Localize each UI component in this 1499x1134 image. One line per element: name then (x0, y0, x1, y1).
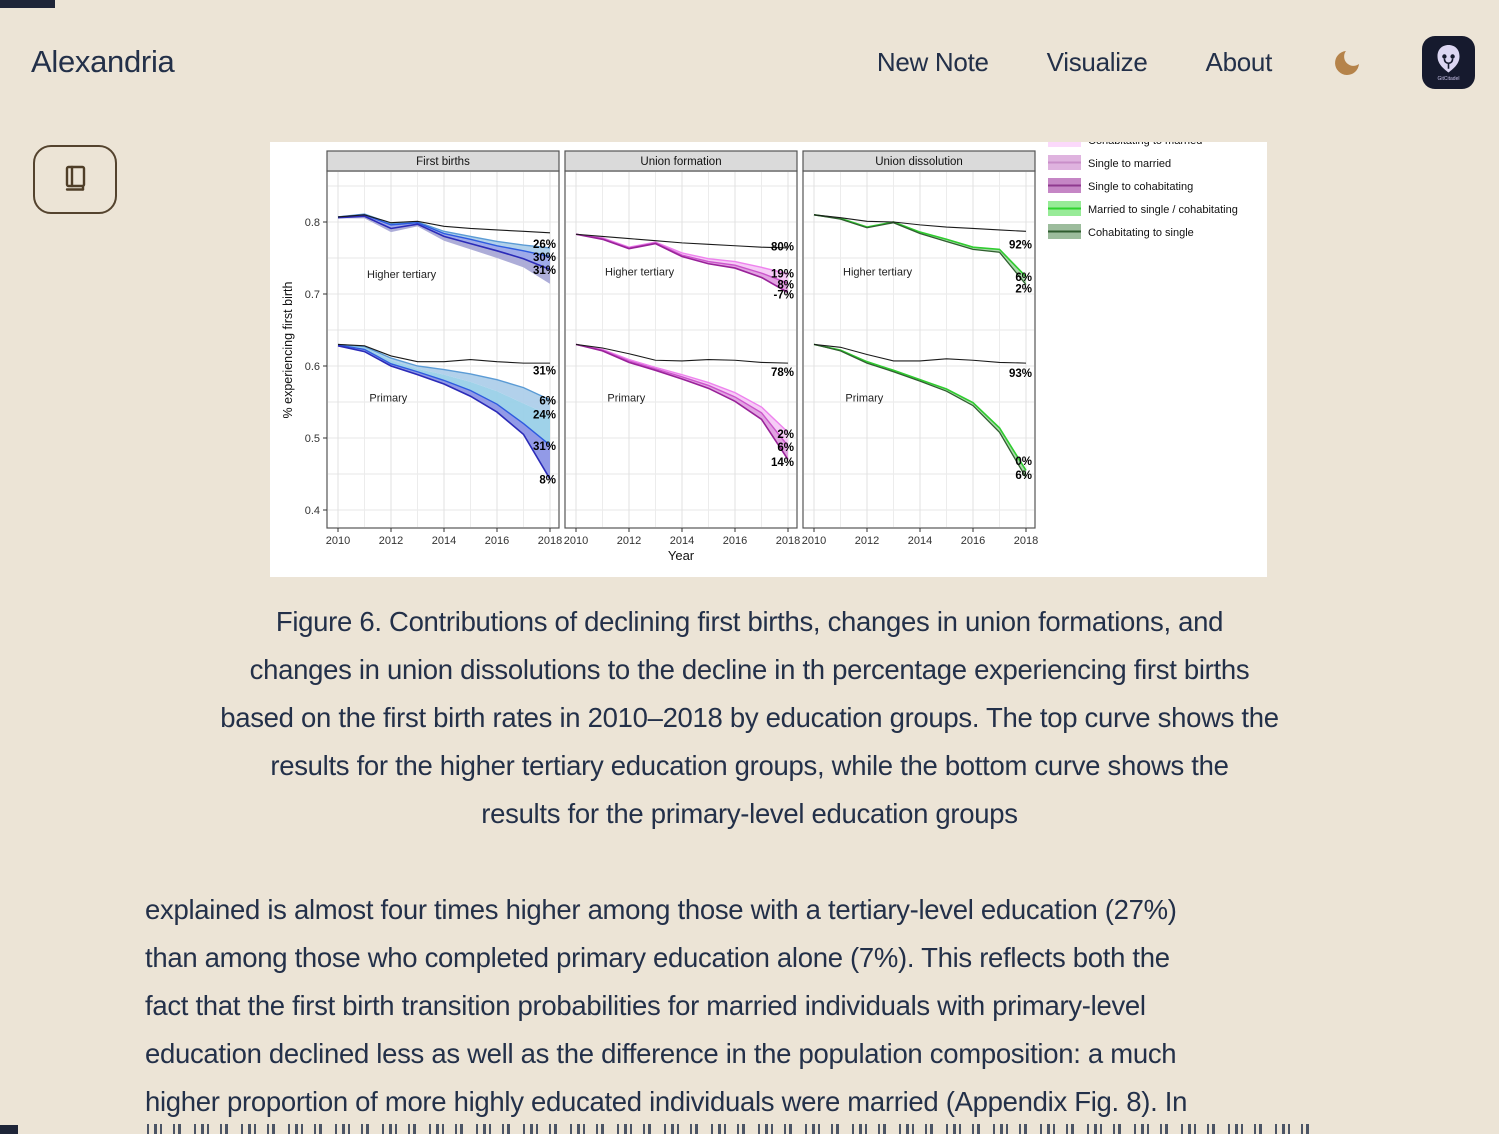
svg-text:2018: 2018 (1014, 535, 1038, 547)
svg-text:Higher tertiary: Higher tertiary (367, 269, 437, 281)
svg-text:19%: 19% (771, 268, 794, 280)
svg-text:80%: 80% (771, 241, 794, 253)
svg-text:Cohabitating to married: Cohabitating to married (1088, 142, 1202, 147)
article-paragraph: explained is almost four times higher am… (145, 886, 1415, 1126)
svg-text:92%: 92% (1009, 240, 1032, 252)
svg-text:Primary: Primary (845, 393, 883, 405)
nav-visualize[interactable]: Visualize (1046, 47, 1148, 77)
svg-text:Primary: Primary (607, 393, 645, 405)
svg-text:8%: 8% (539, 474, 556, 486)
svg-text:Higher tertiary: Higher tertiary (843, 267, 913, 279)
figure-caption: Figure 6. Contributions of declining fir… (0, 598, 1499, 838)
nav-new-note[interactable]: New Note (876, 47, 989, 77)
text-line: based on the first birth rates in 2010–2… (220, 702, 1279, 733)
svg-text:Union formation: Union formation (640, 156, 721, 168)
svg-text:78%: 78% (771, 367, 794, 379)
svg-text:2014: 2014 (432, 535, 456, 547)
svg-text:GitCitadel: GitCitadel (1438, 76, 1460, 82)
svg-text:Single to married: Single to married (1088, 158, 1171, 170)
svg-text:Primary: Primary (369, 393, 407, 405)
svg-text:2014: 2014 (670, 535, 694, 547)
nav-about[interactable]: About (1205, 47, 1273, 77)
svg-text:0.7: 0.7 (305, 289, 320, 301)
header: Alexandria New Note Visualize About GitC… (0, 0, 1499, 110)
svg-text:0.4: 0.4 (305, 505, 320, 517)
svg-text:2016: 2016 (485, 535, 509, 547)
text-line: fact that the first birth transition pro… (145, 990, 1146, 1021)
text-line: results for the higher tertiary educatio… (270, 750, 1229, 781)
svg-text:2018: 2018 (776, 535, 800, 547)
svg-text:6%: 6% (777, 442, 794, 454)
svg-text:0.6: 0.6 (305, 361, 320, 373)
svg-text:Cohabitating to single: Cohabitating to single (1088, 227, 1194, 239)
svg-text:8%: 8% (777, 279, 794, 291)
svg-text:2%: 2% (1015, 284, 1032, 296)
svg-text:30%: 30% (533, 252, 556, 264)
svg-text:0.8: 0.8 (305, 217, 320, 229)
svg-text:Married to single / cohabitati: Married to single / cohabitating (1088, 204, 1238, 216)
svg-text:2010: 2010 (564, 535, 588, 547)
clipped-text-line (147, 1124, 1317, 1134)
text-line: than among those who completed primary e… (145, 942, 1170, 973)
book-icon (65, 165, 86, 191)
svg-text:6%: 6% (1015, 470, 1032, 482)
figure-image: 26% 30% 31% Higher tertiary 31% 6% 24% 31% 8% Pri… (270, 142, 1267, 577)
svg-text:2012: 2012 (379, 535, 403, 547)
svg-text:-7%: -7% (774, 290, 794, 302)
svg-text:24%: 24% (533, 410, 556, 422)
text-line: Figure 6. Contributions of declining fir… (275, 606, 1224, 637)
svg-text:2016: 2016 (961, 535, 985, 547)
gitcitadel-logo-icon: GitCitadel (1422, 36, 1475, 89)
svg-text:Year: Year (668, 548, 695, 563)
svg-text:Single to cohabitating: Single to cohabitating (1088, 181, 1193, 193)
text-line: explained is almost four times higher am… (145, 894, 1177, 925)
svg-text:0.5: 0.5 (305, 433, 320, 445)
svg-text:Union dissolution: Union dissolution (875, 156, 963, 168)
gitcitadel-logo[interactable]: GitCitadel (1422, 36, 1475, 89)
svg-text:Higher tertiary: Higher tertiary (605, 267, 675, 279)
svg-text:6%: 6% (539, 396, 556, 408)
text-line: results for the primary-level education … (481, 798, 1018, 829)
svg-text:31%: 31% (533, 265, 556, 277)
svg-text:31%: 31% (533, 441, 556, 453)
svg-text:31%: 31% (533, 366, 556, 378)
text-line: changes in union dissolutions to the dec… (249, 654, 1250, 685)
text-line: education declined less as well as the d… (145, 1038, 1177, 1069)
svg-text:2%: 2% (777, 429, 794, 441)
svg-text:2018: 2018 (538, 535, 562, 547)
svg-text:2014: 2014 (908, 535, 932, 547)
svg-text:% experiencing first birth: % experiencing first birth (281, 282, 295, 419)
brand-title: Alexandria (31, 44, 175, 79)
theme-toggle-button[interactable] (1330, 46, 1364, 80)
moon-icon (1335, 50, 1359, 75)
svg-text:6%: 6% (1015, 272, 1032, 284)
svg-text:2010: 2010 (326, 535, 350, 547)
bottom-edge-decoration (0, 1125, 18, 1134)
main-nav: New Note Visualize About GitCitadel (877, 36, 1475, 89)
text-line: higher proportion of more highly educate… (145, 1086, 1188, 1117)
svg-text:First births: First births (416, 156, 470, 168)
svg-text:2016: 2016 (723, 535, 747, 547)
svg-text:26%: 26% (533, 239, 556, 251)
svg-text:14%: 14% (771, 457, 794, 469)
svg-text:2012: 2012 (855, 535, 879, 547)
reader-mode-button[interactable] (33, 145, 117, 214)
svg-text:0%: 0% (1015, 456, 1032, 468)
decomposition-chart: 26%30%31%Higher tertiary31%6%24%31%8%Pri… (281, 142, 1238, 563)
svg-text:93%: 93% (1009, 368, 1032, 380)
top-edge-decoration (0, 0, 55, 8)
svg-text:2010: 2010 (802, 535, 826, 547)
svg-text:2012: 2012 (617, 535, 641, 547)
